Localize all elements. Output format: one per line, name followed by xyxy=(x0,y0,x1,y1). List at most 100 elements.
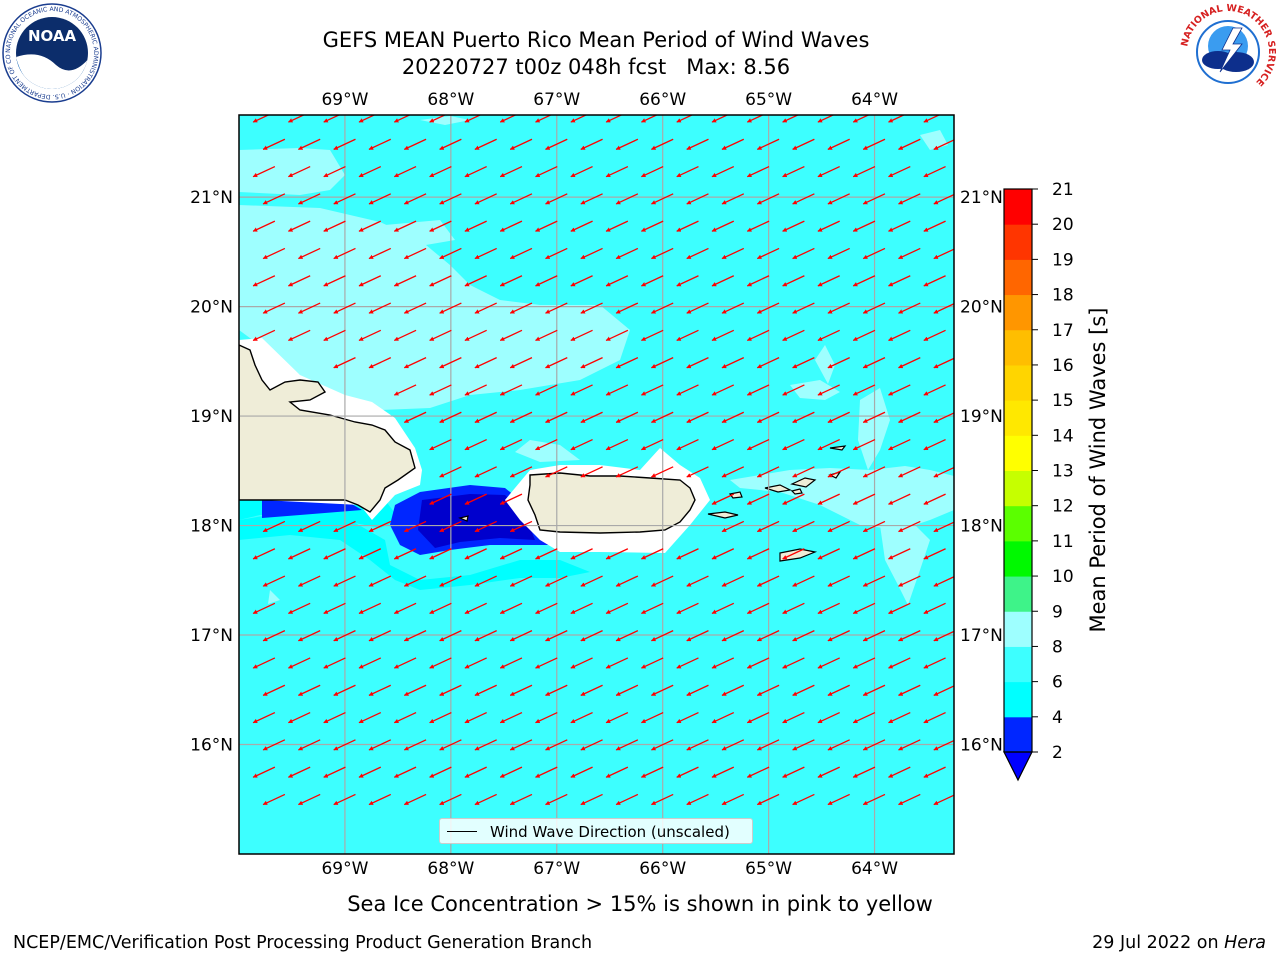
colorbar-tick-label: 17 xyxy=(1052,321,1074,341)
wave-direction-arrow xyxy=(403,575,427,587)
wave-direction-arrow xyxy=(605,275,629,287)
wave-direction-arrow xyxy=(782,766,805,778)
wave-direction-arrow xyxy=(368,302,392,314)
wave-direction-arrow xyxy=(262,630,286,642)
wave-direction-arrow xyxy=(898,138,921,150)
wave-direction-arrow xyxy=(393,602,417,615)
wave-direction-arrow xyxy=(641,548,664,560)
wave-direction-arrow xyxy=(509,575,533,587)
lat-label-right: 16°N xyxy=(960,736,1003,756)
wave-direction-arrow xyxy=(393,329,417,342)
wave-direction-arrow xyxy=(605,220,629,232)
wave-direction-arrow xyxy=(641,329,664,342)
wave-direction-arrow xyxy=(333,793,356,806)
wave-direction-arrow xyxy=(746,657,770,669)
wave-direction-arrow xyxy=(298,739,321,751)
wave-direction-arrow xyxy=(368,520,392,533)
wave-direction-arrow xyxy=(429,493,452,505)
wave-direction-arrow xyxy=(439,684,462,696)
wave-direction-arrow xyxy=(641,766,664,778)
wave-direction-arrow xyxy=(429,548,452,560)
colorbar-tick-label: 15 xyxy=(1052,391,1074,411)
colorbar-tick-label: 21 xyxy=(1052,180,1074,200)
wave-direction-arrow xyxy=(358,220,382,232)
wave-direction-arrow xyxy=(746,220,770,232)
wave-direction-arrow xyxy=(792,630,815,642)
wave-direction-arrow xyxy=(545,138,568,150)
wave-direction-arrow xyxy=(888,711,911,724)
wave-direction-arrow xyxy=(474,302,497,314)
wave-direction-arrow xyxy=(403,739,427,751)
wave-direction-arrow xyxy=(711,438,735,451)
wave-direction-arrow xyxy=(852,548,876,560)
wave-direction-arrow xyxy=(923,602,946,615)
wave-direction-arrow xyxy=(580,138,603,150)
wave-direction-arrow xyxy=(923,493,946,505)
wave-direction-arrow xyxy=(252,766,276,778)
wave-direction-arrow xyxy=(898,357,921,369)
wave-direction-arrow xyxy=(898,466,921,478)
wave-direction-arrow xyxy=(817,384,840,396)
wave-direction-arrow xyxy=(923,220,946,232)
wave-direction-arrow xyxy=(288,329,311,342)
wave-direction-arrow xyxy=(711,602,735,615)
colorbar-tick-label: 4 xyxy=(1052,708,1063,728)
wave-direction-arrow xyxy=(429,115,447,123)
wave-direction-arrow xyxy=(888,438,911,451)
wave-direction-arrow xyxy=(711,165,735,178)
forecast-subtitle: 20220727 t00z 048h fcst Max: 8.56 xyxy=(401,55,791,79)
wave-direction-arrow xyxy=(756,411,780,423)
wave-direction-arrow xyxy=(605,657,629,669)
wave-direction-arrow xyxy=(509,466,533,478)
colorbar-segment xyxy=(1004,259,1032,296)
wave-direction-arrow xyxy=(923,766,946,778)
wave-direction-arrow xyxy=(782,548,805,560)
wave-direction-arrow xyxy=(545,466,568,478)
colorbar-segment xyxy=(1004,329,1032,366)
colorbar-tick-label: 2 xyxy=(1052,743,1063,763)
wave-direction-arrow xyxy=(499,115,517,123)
wave-direction-arrow xyxy=(615,684,639,696)
wave-direction-arrow xyxy=(358,657,382,669)
wave-direction-arrow xyxy=(721,520,745,533)
wave-direction-arrow xyxy=(933,794,954,806)
wave-direction-arrow xyxy=(298,630,321,642)
wave-direction-arrow xyxy=(570,384,593,396)
wave-direction-arrow xyxy=(298,193,321,205)
wave-direction-arrow xyxy=(368,193,392,205)
wave-direction-arrow xyxy=(393,548,417,560)
wave-direction-arrow xyxy=(499,165,523,178)
wave-direction-arrow xyxy=(464,384,487,396)
wave-direction-arrow xyxy=(792,466,815,478)
wave-direction-arrow xyxy=(651,357,674,369)
wave-direction-arrow xyxy=(464,602,487,615)
wave-direction-arrow xyxy=(711,384,735,396)
wave-direction-arrow xyxy=(676,602,699,615)
wave-direction-arrow xyxy=(641,384,664,396)
colorbar-segment xyxy=(1004,611,1032,647)
wave-direction-arrow xyxy=(333,247,356,260)
wave-direction-arrow xyxy=(545,575,568,587)
lat-label-left: 18°N xyxy=(190,517,233,537)
wave-direction-arrow xyxy=(545,739,568,751)
wave-direction-arrow xyxy=(499,711,523,724)
wave-direction-arrow xyxy=(474,466,497,478)
lon-label-top: 68°W xyxy=(427,90,474,110)
wave-direction-arrow xyxy=(782,711,805,724)
wave-direction-arrow xyxy=(792,520,815,533)
wave-direction-arrow xyxy=(676,329,699,342)
wave-direction-arrow xyxy=(288,275,311,287)
lon-label-top: 67°W xyxy=(533,90,580,110)
colorbar-segment xyxy=(1004,470,1032,507)
colorbar-segment xyxy=(1004,716,1032,753)
wave-direction-arrow xyxy=(923,165,946,178)
wave-direction-arrow xyxy=(615,247,639,260)
wave-direction-arrow xyxy=(252,711,276,724)
wave-direction-arrow xyxy=(570,657,593,669)
wave-direction-arrow xyxy=(721,193,745,205)
wave-direction-arrow xyxy=(288,548,311,560)
wave-direction-arrow xyxy=(746,711,770,724)
wave-direction-arrow xyxy=(721,684,745,696)
colorbar-segment xyxy=(1004,681,1032,718)
wave-direction-arrow xyxy=(580,684,603,696)
